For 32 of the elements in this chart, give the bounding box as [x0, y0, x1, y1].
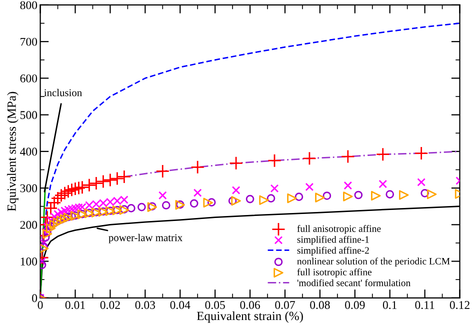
y-tick-label: 600 — [20, 74, 38, 82]
x-tick-label: 0.07 — [275, 301, 295, 310]
x-tick-label: 0.08 — [310, 301, 330, 310]
y-tick-label: 500 — [20, 111, 38, 120]
legend-label: nonlinear solution of the periodic LCM — [297, 258, 450, 266]
y-tick-label: 0 — [32, 294, 38, 302]
annotation: inclusion — [44, 88, 82, 96]
legend-label: simplified affine-1 — [297, 236, 369, 245]
x-tick-label: 0.09 — [345, 301, 365, 310]
y-tick-label: 800 — [20, 1, 38, 10]
annotation: power-law matrix — [108, 234, 182, 244]
x-tick-label: 0.12 — [450, 301, 470, 310]
x-tick-label: 0.02 — [100, 301, 120, 310]
x-tick-label: 0.05 — [205, 301, 225, 310]
y-axis-title: Equivalent stress (MPa) — [7, 92, 18, 212]
x-tick-label: 0.04 — [170, 301, 190, 310]
y-tick-label: 400 — [20, 148, 38, 156]
legend-label: simplified affine-2 — [297, 246, 369, 256]
x-tick-label: 0 — [38, 301, 43, 309]
y-tick-label: 300 — [20, 184, 38, 192]
legend-label: full anisotropic affine — [297, 225, 381, 234]
y-tick-label: 200 — [20, 220, 38, 229]
x-tick-label: 0.01 — [65, 301, 85, 310]
x-tick-label: 0.06 — [240, 301, 260, 310]
y-tick-label: 700 — [20, 38, 38, 46]
x-tick-label: 0.11 — [415, 301, 434, 310]
y-tick-label: 100 — [20, 258, 38, 266]
legend-label: 'modified secant' formulation — [297, 279, 410, 286]
x-tick-label: 0.03 — [135, 301, 156, 310]
x-tick-label: 0.1 — [382, 301, 397, 310]
x-axis-title: Equivalent strain (%) — [196, 311, 303, 323]
legend-label: full isotropic affine — [297, 268, 372, 278]
